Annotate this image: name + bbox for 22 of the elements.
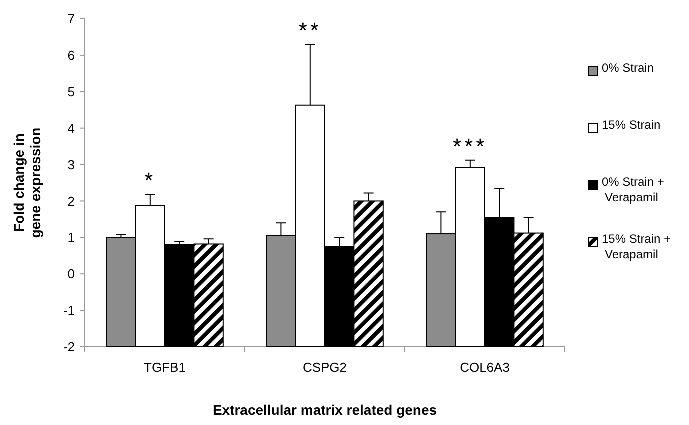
legend-label: 0% Strain + Verapamil (602, 175, 664, 205)
y-tick-label: 3 (68, 157, 75, 172)
y-tick-label: 4 (68, 120, 75, 136)
y-tick-label: 0 (68, 266, 75, 282)
y-tick-label: 2 (68, 194, 75, 209)
y-tick-label: 1 (68, 230, 75, 246)
y-tick-label: -1 (63, 303, 75, 318)
x-tick-label: TGFB1 (144, 360, 186, 375)
annotation: *** (453, 134, 488, 159)
annotation: ** (298, 18, 322, 43)
y-axis-title: Fold change in gene expression (10, 128, 44, 238)
y-tick-label: 7 (68, 12, 75, 27)
y-tick-label: -2 (63, 340, 75, 355)
y-tick-label: 5 (68, 84, 75, 100)
legend-label: 15% Strain (602, 118, 661, 132)
legend-label: 0% Strain (602, 61, 654, 75)
x-tick-label: COL6A3 (460, 360, 510, 375)
y-tick-label: 6 (68, 48, 75, 63)
legend-label: 15% Strain + Verapamil (602, 232, 672, 262)
annotation: * (144, 168, 156, 194)
x-axis-title: Extracellular matrix related genes (212, 402, 438, 418)
x-tick-label: CSPG2 (302, 360, 348, 375)
